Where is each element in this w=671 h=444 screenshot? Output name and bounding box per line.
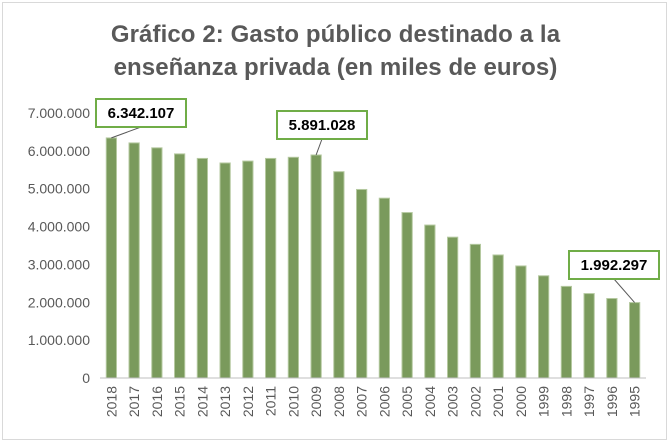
data-label: 5.891.028 [289, 117, 356, 134]
x-tick-label: 1999 [536, 386, 552, 417]
bar-2006 [378, 197, 391, 379]
bar-2015 [174, 153, 186, 379]
bar-1996 [606, 298, 618, 379]
x-tick-label: 1996 [604, 386, 620, 417]
bar-2011 [265, 157, 277, 379]
y-axis-tick-labels: 0 1.000.000 2.000.000 3.000.000 4.000.000 5.0… [28, 105, 91, 386]
bar-1997 [583, 293, 595, 379]
x-tick-label: 2014 [194, 386, 210, 417]
bar-2000 [515, 265, 527, 379]
bar-2016 [151, 147, 163, 379]
x-tick-label: 2003 [445, 386, 461, 417]
bar-2002 [469, 243, 482, 379]
x-tick-label: 2007 [354, 386, 370, 417]
x-tick-label: 2011 [263, 386, 279, 416]
data-callouts: 6.342.107 5.891.028 1.992.297 [95, 98, 660, 303]
x-tick-label: 2001 [490, 386, 506, 417]
bar-2017 [128, 142, 140, 379]
chart-title: Gráfico 2: Gasto público destinado a la … [0, 18, 671, 84]
x-tick-label: 2018 [103, 386, 119, 417]
y-tick-label: 3.000.000 [28, 256, 90, 272]
callout-box [276, 110, 368, 140]
callout-box [568, 250, 660, 280]
x-tick-label: 2009 [308, 386, 324, 417]
bar-2007 [356, 188, 368, 379]
x-tick-label: 1998 [558, 386, 574, 417]
data-label: 6.342.107 [108, 105, 175, 122]
x-tick-label: 2012 [240, 386, 256, 417]
callout-leader [111, 126, 142, 139]
bar-1999 [538, 275, 550, 379]
bar-2004 [424, 224, 436, 379]
bar-2009 [310, 154, 322, 379]
x-tick-label: 1995 [627, 386, 643, 417]
x-tick-label: 2002 [467, 386, 483, 417]
x-tick-label: 2010 [285, 386, 301, 417]
bar-2010 [287, 156, 300, 379]
bar-1995 [629, 302, 641, 379]
x-tick-label: 2000 [513, 386, 529, 417]
callout-leader [315, 138, 323, 156]
bar-1998 [560, 285, 573, 379]
bar-2003 [447, 236, 459, 379]
y-tick-label: 2.000.000 [28, 294, 90, 310]
x-tick-label: 2006 [376, 386, 392, 417]
x-tick-label: 2016 [149, 386, 165, 417]
y-tick-label: 0 [82, 370, 90, 386]
x-tick-label: 2004 [422, 386, 438, 417]
y-tick-label: 6.000.000 [28, 143, 90, 159]
x-tick-label: 2005 [399, 386, 415, 417]
chart-title-line-2: enseñanza privada (en miles de euros) [113, 54, 558, 81]
bar-2018 [105, 137, 118, 379]
y-tick-label: 7.000.000 [28, 105, 90, 121]
callout-leader [613, 278, 636, 303]
chart-title-line-1: Gráfico 2: Gasto público destinado a la [110, 21, 561, 48]
data-label: 1.992.297 [581, 257, 648, 274]
y-tick-label: 4.000.000 [28, 219, 90, 235]
y-tick-label: 5.000.000 [28, 181, 90, 197]
bar-2014 [196, 157, 208, 379]
x-tick-label: 2015 [172, 386, 188, 417]
x-tick-label: 2008 [331, 386, 347, 417]
bar-2013 [219, 162, 231, 379]
bar-2012 [242, 160, 254, 379]
x-tick-label: 2013 [217, 386, 233, 417]
bar-2001 [492, 254, 504, 379]
y-tick-label: 1.000.000 [28, 332, 90, 348]
bars [105, 137, 641, 379]
x-tick-label: 1997 [581, 386, 597, 417]
bar-2005 [401, 212, 413, 379]
bar-2008 [333, 171, 345, 379]
x-tick-label: 2017 [126, 386, 142, 417]
x-axis-tick-labels: 2018 2017 2016 2015 2014 2013 2012 2011 2010 2009… [103, 386, 642, 417]
callout-box [95, 98, 187, 128]
